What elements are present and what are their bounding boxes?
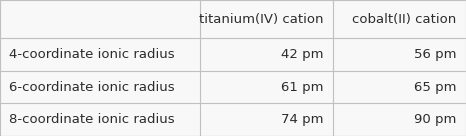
Text: cobalt(II) cation: cobalt(II) cation xyxy=(352,13,457,26)
Text: 4-coordinate ionic radius: 4-coordinate ionic radius xyxy=(9,48,175,61)
Text: 8-coordinate ionic radius: 8-coordinate ionic radius xyxy=(9,113,175,126)
Text: 65 pm: 65 pm xyxy=(414,81,457,94)
Text: titanium(IV) cation: titanium(IV) cation xyxy=(199,13,324,26)
Text: 6-coordinate ionic radius: 6-coordinate ionic radius xyxy=(9,81,175,94)
Text: 90 pm: 90 pm xyxy=(414,113,457,126)
Text: 74 pm: 74 pm xyxy=(281,113,324,126)
Text: 42 pm: 42 pm xyxy=(281,48,324,61)
Text: 61 pm: 61 pm xyxy=(281,81,324,94)
Text: 56 pm: 56 pm xyxy=(414,48,457,61)
